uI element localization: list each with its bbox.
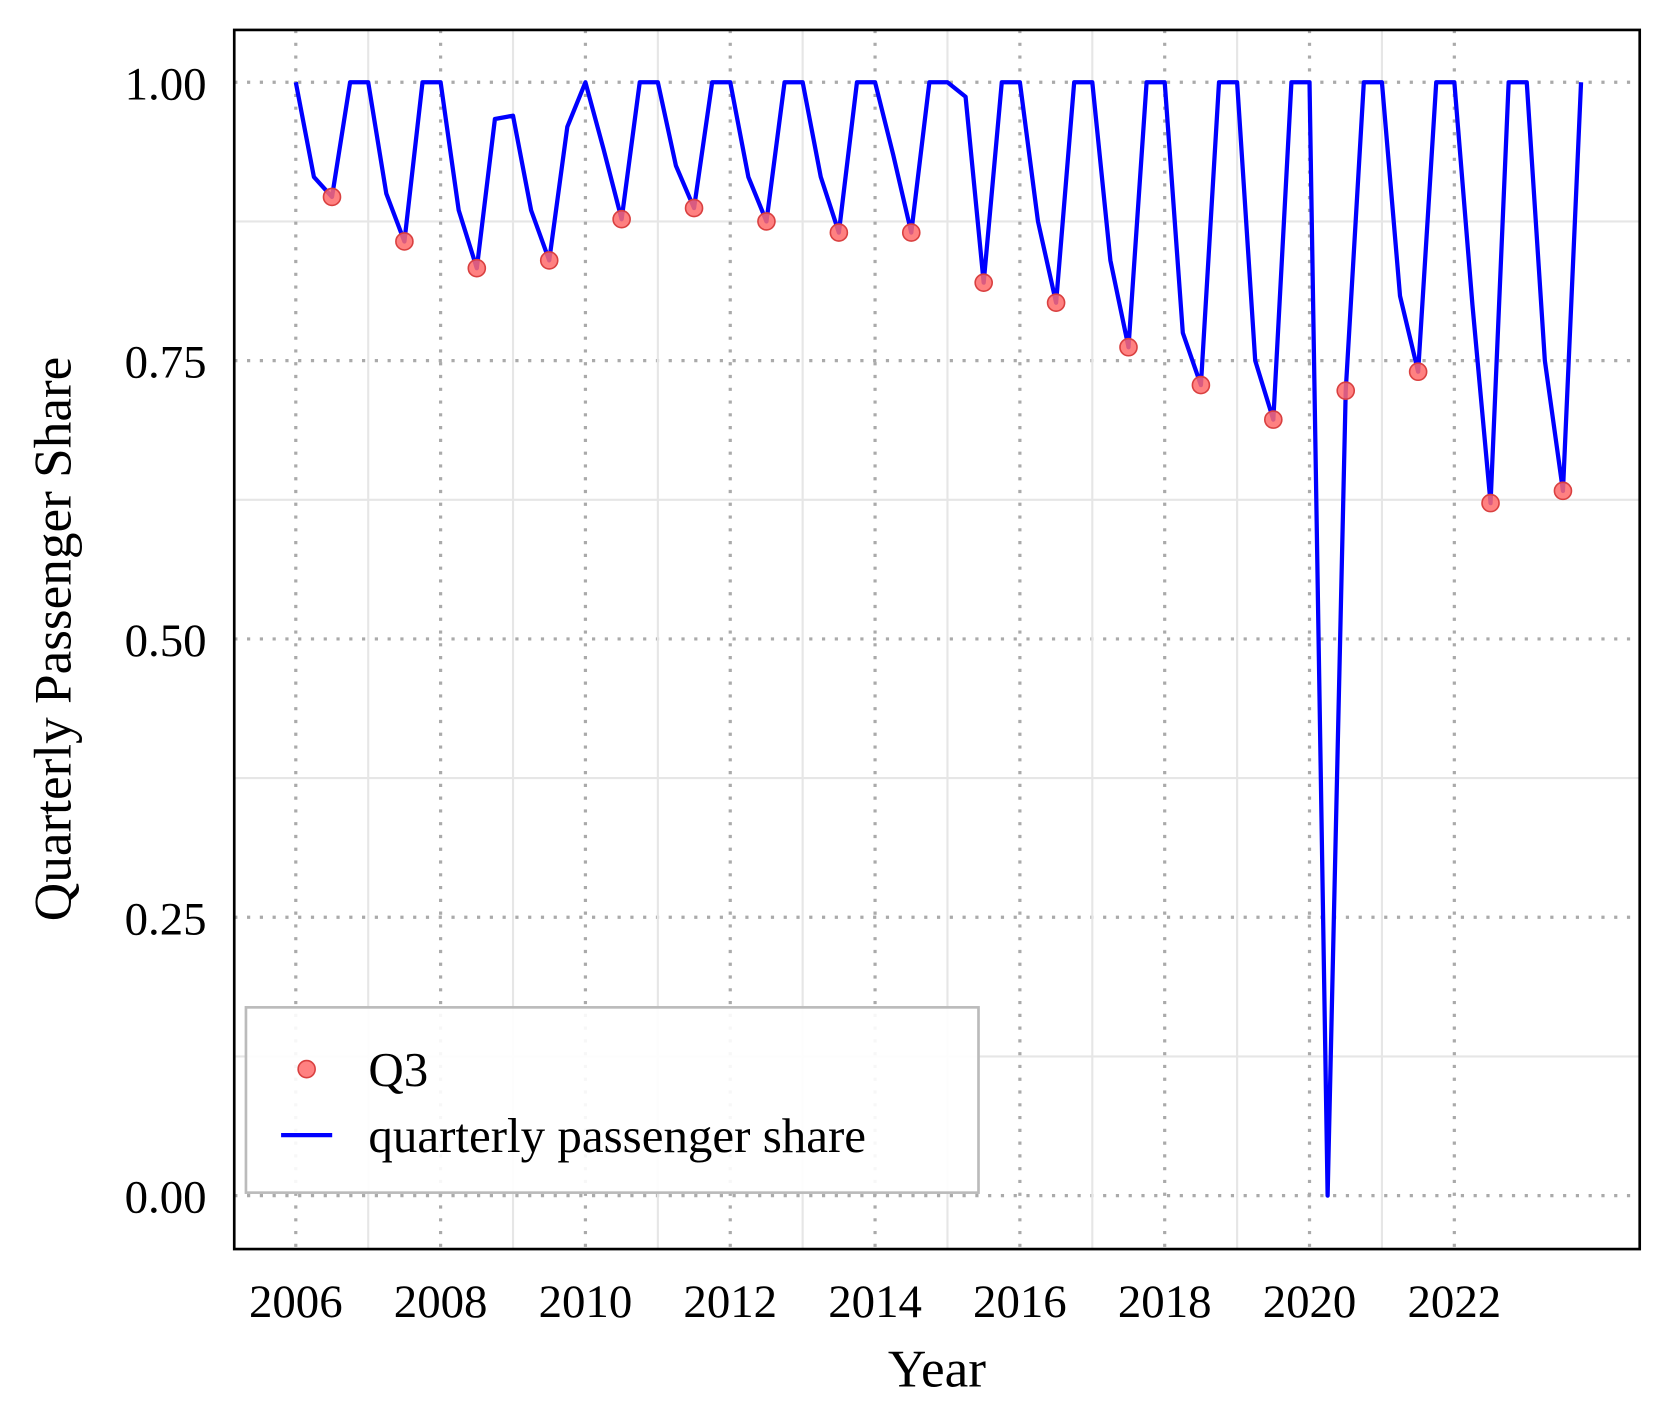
axes-frame xyxy=(232,28,1642,1251)
point xyxy=(757,212,776,231)
point xyxy=(612,209,631,229)
legend-label: quarterly passenger share xyxy=(368,1108,866,1163)
point xyxy=(1481,493,1500,513)
point xyxy=(901,223,921,242)
point xyxy=(322,187,342,207)
x-tick-label: 2018 xyxy=(1118,1276,1212,1328)
x-tick-label: 2012 xyxy=(683,1276,777,1328)
x-tick-label: 2016 xyxy=(973,1276,1067,1328)
y-tick-label: 0.50 xyxy=(125,615,207,667)
y-tick-label: 0.25 xyxy=(125,893,207,945)
x-axis-label: Year xyxy=(888,1339,986,1398)
point xyxy=(829,223,849,242)
x-tick-label: 2010 xyxy=(539,1276,633,1328)
legend: Q3 quarterly passenger share xyxy=(244,1006,980,1194)
legend-label: Q3 xyxy=(368,1042,428,1097)
point xyxy=(1408,362,1428,382)
point xyxy=(1263,410,1283,429)
x-tick-label: 2022 xyxy=(1408,1276,1502,1328)
point xyxy=(1191,375,1211,395)
y-tick-label: 0.00 xyxy=(125,1172,207,1224)
x-tick-label: 2020 xyxy=(1263,1276,1357,1328)
legend-marker xyxy=(297,1059,316,1079)
point xyxy=(974,273,993,292)
legend-box xyxy=(244,1006,980,1194)
x-tick-label: 2014 xyxy=(828,1276,922,1328)
point xyxy=(1336,381,1356,400)
point xyxy=(395,232,414,251)
y-tick-label: 0.75 xyxy=(125,337,207,389)
point xyxy=(684,198,704,218)
point xyxy=(1046,293,1066,313)
y-axis-label: Quarterly Passenger Share xyxy=(23,357,82,922)
point xyxy=(467,258,487,278)
x-tick-label: 2008 xyxy=(394,1276,488,1328)
y-tick-label: 1.00 xyxy=(125,58,207,110)
point xyxy=(1119,337,1138,357)
point xyxy=(539,251,559,270)
x-tick-label: 2006 xyxy=(249,1276,343,1328)
line xyxy=(293,80,1584,1198)
point xyxy=(1553,481,1573,501)
plot-area xyxy=(293,80,1584,1198)
